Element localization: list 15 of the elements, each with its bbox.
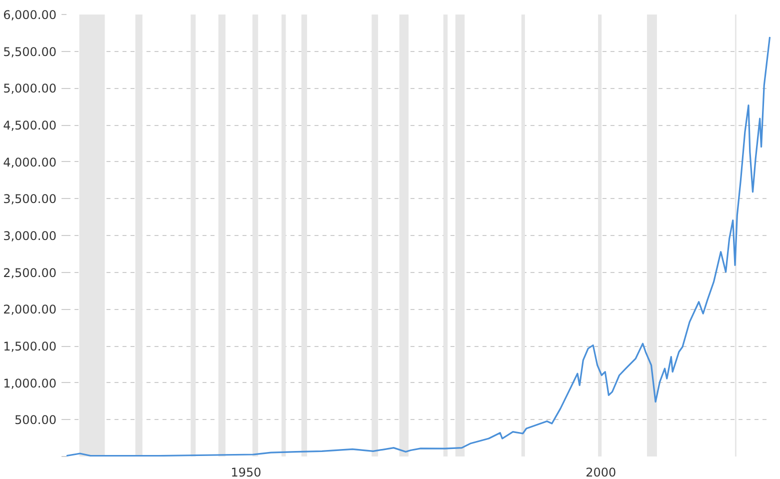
y-tick-label: 500.00: [14, 413, 57, 428]
line-series: [66, 36, 770, 456]
y-tick-label: 4,500.00: [3, 118, 56, 132]
y-tick-label: 5,500.00: [3, 44, 56, 59]
y-tick-label: 3,000.00: [3, 229, 56, 243]
y-tick-label: 2,000.00: [3, 302, 56, 317]
y-tick-label: 6,000.00: [3, 8, 56, 22]
y-tick-label: 3,500.00: [3, 192, 56, 206]
y-tick-label: 4,000.00: [3, 155, 56, 170]
y-tick-label: 1,000.00: [3, 376, 56, 390]
y-tick-label: 1,500.00: [3, 340, 56, 354]
y-tick-label: 5,000.00: [3, 82, 56, 96]
x-tick-label: 2000: [586, 466, 616, 479]
x-tick-label: 1950: [230, 466, 262, 479]
y-tick-label: 2,500.00: [3, 266, 56, 280]
